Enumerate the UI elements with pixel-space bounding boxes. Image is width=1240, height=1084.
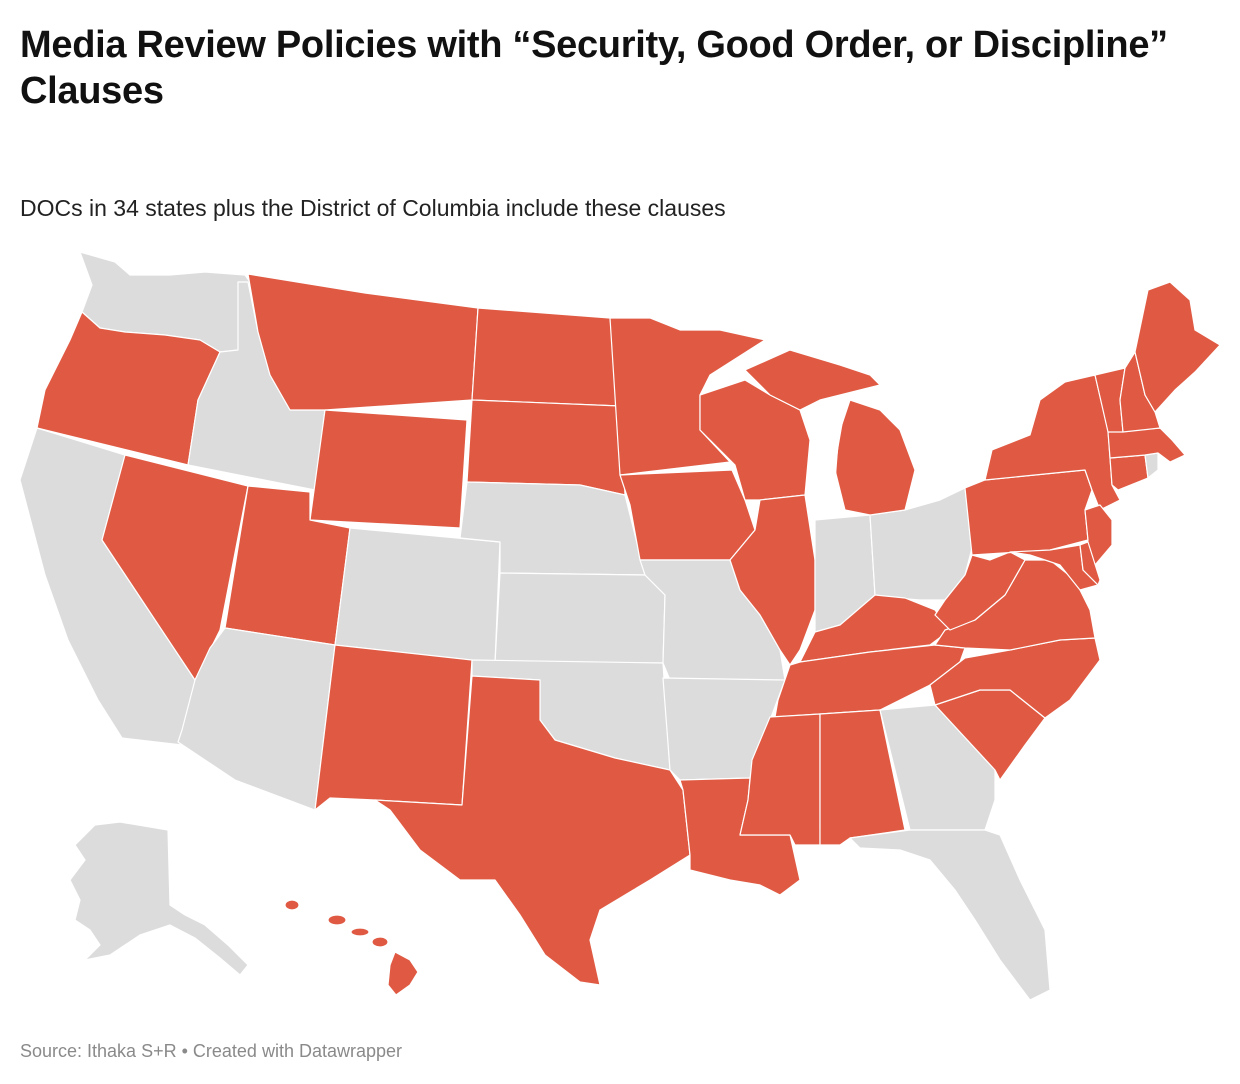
chart-title: Media Review Policies with “Security, Go… [20, 24, 1168, 112]
state-HI-molokai [350, 927, 370, 937]
state-IA [619, 469, 756, 561]
state-HI-kauai [284, 899, 300, 911]
state-WV [934, 551, 1026, 631]
state-MT [247, 273, 479, 411]
state-NM [314, 644, 473, 811]
state-HI-big-island [387, 951, 419, 996]
state-ND [471, 307, 621, 407]
state-TX [374, 675, 691, 986]
state-MN [609, 317, 766, 476]
lake-michigan [810, 400, 845, 515]
chart-subtitle: DOCs in 34 states plus the District of C… [20, 195, 726, 221]
state-ME [1134, 281, 1221, 413]
great-lakes [810, 400, 845, 515]
state-AK [69, 821, 249, 976]
state-DE [1079, 541, 1101, 586]
state-CT [1109, 454, 1149, 491]
state-HI-maui [371, 936, 389, 948]
footer-separator: • [176, 1041, 193, 1061]
state-HI-oahu [327, 914, 347, 926]
state-MI [744, 349, 881, 411]
credit-link[interactable]: Created with Datawrapper [192, 1041, 403, 1061]
state-KS [494, 572, 666, 664]
state-IL [729, 494, 816, 666]
state-MI-lower [834, 399, 916, 516]
state-WY [309, 409, 468, 529]
state-MA [1107, 427, 1186, 463]
state-CO [334, 527, 501, 664]
state-PA [964, 469, 1093, 556]
footer-source: Source: Ithaka S+R • Created with Datawr… [20, 1039, 402, 1063]
state-FL [849, 829, 1051, 1001]
state-RI [1144, 452, 1159, 479]
state-SD [466, 399, 626, 496]
source-text: Source: Ithaka S+R [20, 1041, 177, 1061]
